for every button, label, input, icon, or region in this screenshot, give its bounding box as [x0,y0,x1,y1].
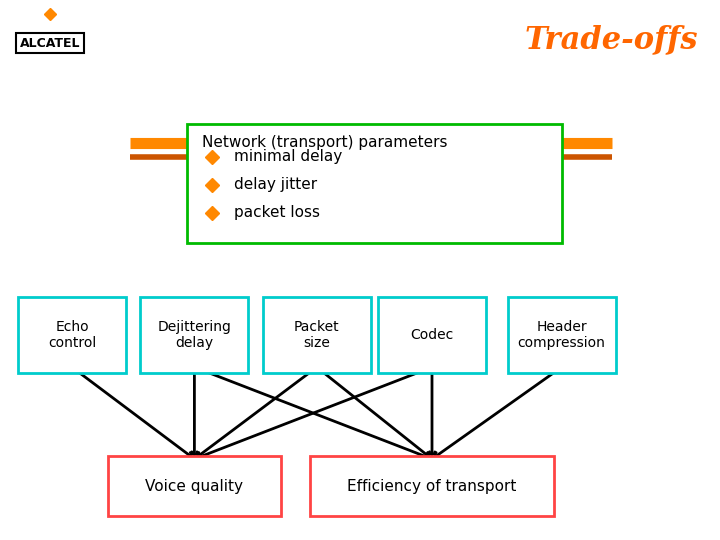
FancyBboxPatch shape [108,456,281,516]
FancyBboxPatch shape [508,297,616,373]
FancyBboxPatch shape [378,297,486,373]
FancyBboxPatch shape [18,297,126,373]
Text: Network (transport) parameters: Network (transport) parameters [202,135,447,150]
Text: Codec: Codec [410,328,454,342]
Text: Header
compression: Header compression [518,320,606,350]
FancyBboxPatch shape [263,297,371,373]
Text: Echo
control: Echo control [48,320,96,350]
Text: ALCATEL: ALCATEL [20,37,81,50]
FancyBboxPatch shape [187,124,562,243]
Text: packet loss: packet loss [234,205,320,220]
Text: Dejittering
delay: Dejittering delay [158,320,231,350]
FancyBboxPatch shape [310,456,554,516]
Text: Voice quality: Voice quality [145,478,243,494]
Text: minimal delay: minimal delay [234,149,342,164]
Text: Trade-offs: Trade-offs [525,24,698,55]
FancyBboxPatch shape [140,297,248,373]
Text: Packet
size: Packet size [294,320,340,350]
Text: Efficiency of transport: Efficiency of transport [347,478,517,494]
Text: delay jitter: delay jitter [234,177,317,192]
